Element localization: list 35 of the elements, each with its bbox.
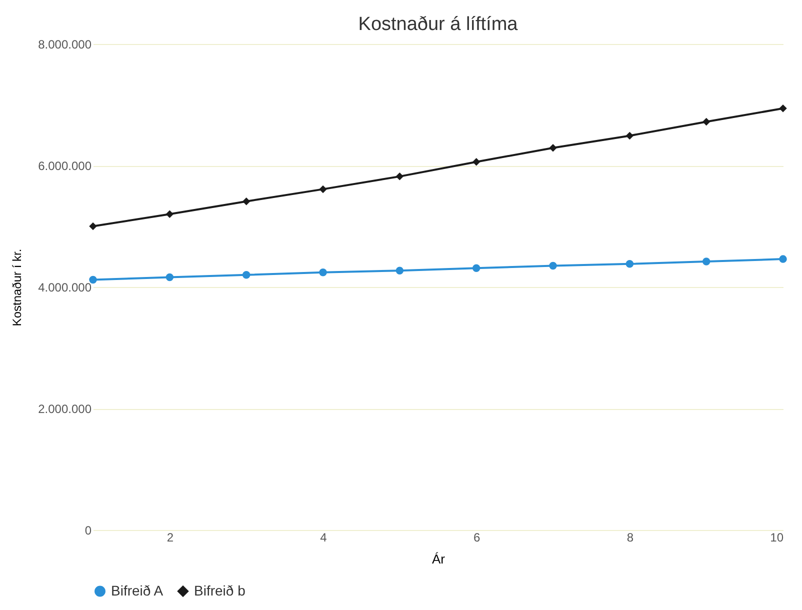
point [89,222,97,230]
x-tick-label: 10 [770,530,784,544]
x-axis-title: Ár [432,552,446,566]
point [702,118,710,126]
chart-title: Kostnaður á líftíma [358,14,518,35]
point [242,197,250,206]
point [626,132,634,140]
legend-label: Bifreið b [194,582,246,598]
point [319,185,327,194]
point [472,158,480,166]
y-tick-label: 8.000.000 [38,38,92,52]
x-tick-label: 2 [166,530,174,544]
x-tick-label: 6 [473,530,480,544]
point [779,104,787,112]
point [89,276,97,284]
y-tick-label: 0 [84,524,92,538]
point [166,210,174,218]
point [626,260,634,268]
point [396,172,404,180]
point [549,144,557,152]
point [472,264,480,272]
y-axis-title: Kostnaður í kr. [10,248,24,326]
x-tick-label: 8 [626,530,634,544]
legend-label: Bifreið A [111,582,164,598]
y-tick-label: 4.000.000 [38,280,92,294]
point [779,255,787,263]
point [242,270,250,279]
point [166,273,174,282]
point [549,262,557,270]
y-tick-label: 6.000.000 [38,159,92,173]
y-tick-label: 2.000.000 [38,402,92,416]
point [319,268,327,276]
x-tick-label: 4 [320,530,328,544]
point [702,258,710,266]
point [396,266,404,274]
